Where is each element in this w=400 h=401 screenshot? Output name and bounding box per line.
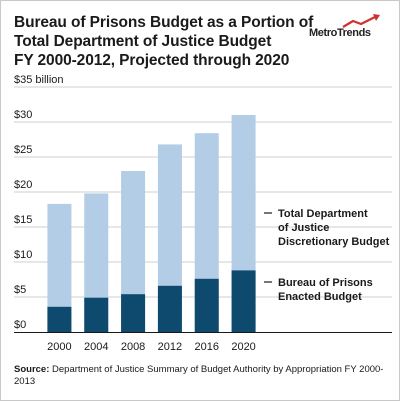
- y-tick-label: $10: [14, 249, 32, 261]
- x-tick-label: 2000: [47, 341, 71, 353]
- y-tick-label: $15: [14, 214, 32, 226]
- bar-bureau-of-prisons: [47, 306, 72, 332]
- bar-bureau-of-prisons: [157, 285, 182, 332]
- x-tick-label: 2016: [195, 341, 219, 353]
- legend-label: Bureau of Prisons: [278, 277, 373, 289]
- source-text: Department of Justice Summary of Budget …: [14, 364, 384, 387]
- x-tick-label: 2004: [84, 341, 108, 353]
- source-note: Source: Department of Justice Summary of…: [14, 364, 390, 388]
- bar-bureau-of-prisons: [84, 297, 109, 332]
- logo-text: MetroTrends: [309, 27, 371, 39]
- y-tick-label: $30: [14, 109, 32, 121]
- legend-label: Discretionary Budget: [278, 236, 390, 248]
- title-line-1: Bureau of Prisons Budget as a Portion of: [14, 14, 314, 31]
- y-tick-label: $20: [14, 179, 32, 191]
- bar-bureau-of-prisons: [121, 294, 146, 332]
- chart-title: Bureau of Prisons Budget as a Portion of…: [14, 13, 314, 70]
- x-tick-label: 2020: [231, 341, 255, 353]
- source-label: Source:: [14, 364, 50, 375]
- title-line-3: FY 2000-2012, Projected through 2020: [14, 52, 290, 69]
- legend-label: of Justice: [278, 222, 329, 234]
- title-line-2: Total Department of Justice Budget: [14, 33, 272, 50]
- legend-label: Total Department: [278, 208, 368, 220]
- bar-bureau-of-prisons: [231, 270, 256, 332]
- y-tick-label: $35 billion: [14, 74, 64, 86]
- legend-label: Enacted Budget: [278, 291, 362, 303]
- trend-arrow-icon: [342, 14, 380, 28]
- y-tick-label: $0: [14, 319, 26, 331]
- metrotrends-logo: MetroTrends: [309, 13, 391, 43]
- y-tick-label: $5: [14, 284, 26, 296]
- x-tick-label: 2012: [158, 341, 182, 353]
- x-tick-label: 2008: [121, 341, 145, 353]
- bar-bureau-of-prisons: [194, 278, 219, 332]
- y-tick-label: $25: [14, 144, 32, 156]
